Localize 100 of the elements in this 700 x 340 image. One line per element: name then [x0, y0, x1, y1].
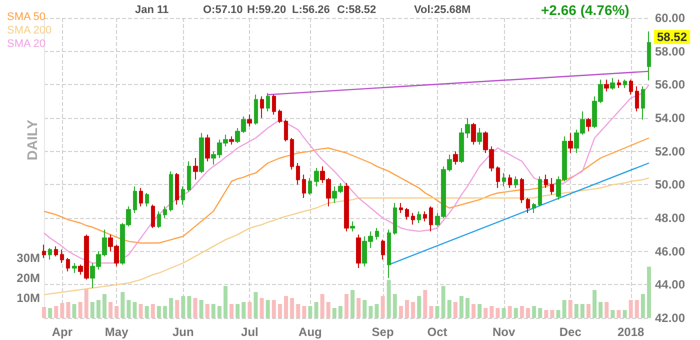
text: H:59.20: [247, 4, 286, 16]
candlestick: [266, 92, 270, 112]
bar: [532, 306, 536, 318]
candlestick: [429, 206, 433, 232]
candlestick: [508, 174, 512, 188]
candlestick: [193, 158, 198, 180]
bar: [242, 302, 246, 318]
bar: [132, 302, 137, 318]
candlestick: [199, 132, 204, 174]
text: SMA 200: [7, 24, 52, 36]
candlestick: [284, 119, 288, 142]
candlestick: [260, 96, 264, 118]
bar: [350, 290, 355, 318]
bar: [254, 292, 258, 318]
y-tick-label: 52.00: [655, 144, 686, 158]
candlestick: [272, 94, 276, 116]
line-series: [43, 84, 650, 264]
bar: [490, 306, 494, 318]
candlestick: [610, 78, 615, 90]
candlestick: [205, 134, 210, 162]
bar: [496, 308, 500, 318]
candlestick: [350, 220, 355, 232]
candlestick: [278, 109, 282, 124]
bar: [478, 304, 482, 318]
bar: [284, 296, 288, 318]
y2-tick-label: 10M: [16, 291, 40, 305]
bar: [592, 290, 597, 318]
bar: [484, 308, 488, 318]
bar: [405, 300, 409, 318]
bar: [429, 306, 434, 318]
candlestick: [175, 172, 179, 206]
bar: [392, 294, 397, 318]
bar: [66, 302, 70, 318]
candlestick: [520, 178, 524, 204]
text: Jan 11: [135, 4, 169, 16]
bar: [550, 310, 554, 318]
x-tick-label: Aug: [298, 325, 322, 339]
candlestick: [387, 229, 391, 278]
candlestick: [617, 79, 621, 88]
bar: [90, 302, 94, 318]
candlestick: [60, 249, 64, 264]
bar: [102, 294, 106, 318]
bar: [640, 294, 645, 318]
line-series: [43, 177, 650, 296]
bar: [96, 300, 100, 318]
candlestick: [405, 208, 409, 220]
bar: [362, 300, 367, 318]
candlestick: [586, 118, 591, 132]
candlestick: [48, 248, 52, 260]
candlestick: [356, 234, 361, 268]
bar: [126, 300, 131, 318]
bar: [163, 306, 167, 318]
bar: [610, 310, 615, 318]
candlestick: [423, 210, 427, 222]
bar: [604, 302, 609, 318]
candlestick: [314, 168, 319, 187]
bar: [169, 298, 174, 318]
candlestick: [181, 186, 185, 206]
bar: [187, 296, 192, 318]
bar: [314, 302, 318, 318]
candlestick: [399, 202, 403, 214]
bar: [230, 304, 234, 318]
bar: [211, 304, 216, 318]
candlestick: [133, 186, 137, 214]
text: L:56.26: [292, 4, 330, 16]
bar: [205, 304, 210, 318]
candlestick: [526, 198, 530, 214]
x-tick-label: Jul: [241, 325, 258, 339]
bar: [380, 296, 385, 318]
bar: [374, 304, 379, 318]
candlestick: [411, 212, 415, 226]
candlestick: [169, 170, 173, 212]
bar: [508, 306, 512, 318]
candlestick: [54, 246, 58, 257]
bar: [193, 298, 198, 318]
candlestick: [344, 182, 349, 232]
bar: [472, 304, 476, 318]
candlestick: [532, 202, 536, 214]
candlestick: [502, 172, 506, 187]
candlestick: [453, 150, 458, 166]
bar: [386, 280, 391, 318]
y-tick-label: 56.00: [655, 78, 686, 92]
text: 58.52: [657, 30, 688, 44]
bar: [84, 288, 88, 318]
text: SMA 50: [7, 11, 46, 23]
bar: [453, 302, 458, 318]
bar: [326, 302, 330, 318]
bar: [441, 286, 446, 318]
bar: [544, 310, 548, 318]
bar: [60, 303, 64, 318]
y2-tick-label: 30M: [16, 251, 40, 265]
bar: [138, 304, 143, 318]
candlestick: [139, 188, 143, 207]
candlestick: [381, 239, 385, 260]
candlestick: [187, 160, 191, 192]
candlestick: [290, 138, 294, 170]
x-tick-label: Oct: [427, 325, 448, 339]
candlestick: [477, 128, 482, 146]
text: +2.66 (4.76%): [541, 2, 630, 18]
bar: [616, 310, 621, 318]
